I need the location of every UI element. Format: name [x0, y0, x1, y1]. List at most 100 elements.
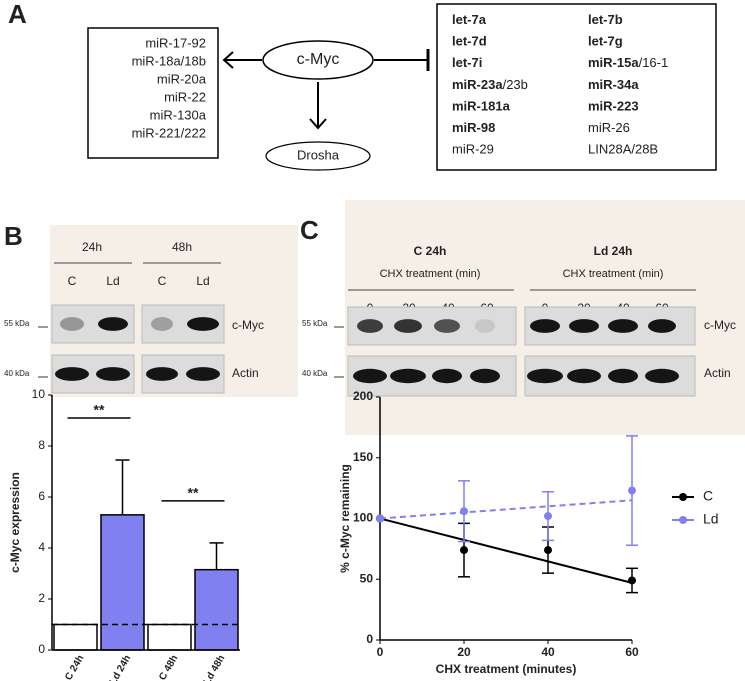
- legend-label: C: [703, 488, 713, 504]
- blot-band: [569, 319, 599, 333]
- error-bar: [209, 542, 224, 570]
- hub-label: c-Myc: [297, 51, 340, 68]
- repressed-mirna: miR-26: [588, 120, 630, 135]
- y-tick-label: 150: [353, 450, 373, 464]
- y-axis-label: c-Myc expression: [8, 472, 22, 573]
- repressed-mirna: miR-29: [452, 142, 494, 157]
- panel-label: B: [4, 221, 23, 251]
- normal-part: LIN28A/28B: [588, 142, 658, 157]
- size-marker: 55 kDa: [4, 319, 30, 328]
- y-tick-label: 200: [353, 389, 373, 403]
- data-point: [544, 546, 552, 555]
- bold-part: miR-23a: [452, 77, 503, 92]
- y-tick-label: 0: [38, 642, 45, 656]
- bar: [194, 568, 239, 651]
- blot-band: [434, 319, 460, 333]
- bold-part: miR-181a: [452, 99, 511, 114]
- activated-mirna: miR-17-92: [145, 35, 206, 50]
- trend-line: [379, 499, 633, 520]
- bold-part: let-7a: [452, 12, 487, 27]
- x-tick-label: 60: [625, 645, 639, 659]
- lane-label: C: [68, 274, 77, 288]
- data-point: [376, 514, 384, 523]
- group-label: Ld 24h: [594, 244, 633, 258]
- blot-band: [470, 368, 500, 384]
- blot-band: [648, 319, 676, 333]
- size-marker: 40 kDa: [302, 369, 328, 378]
- blot-band: [432, 368, 462, 384]
- activated-mirna: miR-221/222: [132, 125, 206, 140]
- x-tick-label: 40: [541, 645, 555, 659]
- data-point: [628, 486, 636, 495]
- repressed-mirna: LIN28A/28B: [588, 142, 658, 157]
- x-axis-label: CHX treatment (minutes): [436, 662, 577, 676]
- data-point: [460, 507, 468, 516]
- repressed-mirna: let-7b: [588, 12, 623, 27]
- blot-band: [353, 368, 387, 384]
- blot-band: [186, 367, 220, 381]
- activated-mirna: miR-20a: [157, 71, 207, 86]
- blot-band: [390, 368, 426, 384]
- lane-label: Ld: [196, 274, 209, 288]
- bold-part: let-7i: [452, 56, 482, 71]
- blot-band: [527, 368, 563, 384]
- blot-band: [530, 319, 560, 333]
- bar: [147, 623, 192, 651]
- group-label: C 24h: [414, 244, 447, 258]
- y-axis-label: % c-Myc remaining: [338, 464, 352, 573]
- protein-label: c-Myc: [232, 318, 264, 332]
- y-tick-label: 10: [32, 387, 46, 401]
- x-tick-label: 20: [457, 645, 471, 659]
- error-bar: [115, 459, 130, 515]
- blot-band: [55, 367, 89, 381]
- x-tick-label: Ld 48h: [202, 653, 228, 681]
- panel-label: C: [300, 215, 319, 245]
- normal-part: /23b: [503, 77, 528, 92]
- repressed-mirna: miR-181a: [452, 99, 511, 114]
- x-tick-label: C 24h: [63, 653, 86, 681]
- x-tick-label: Ld 24h: [108, 653, 134, 681]
- blot-band: [187, 317, 219, 331]
- repressed-mirna: let-7d: [452, 34, 487, 49]
- normal-part: /16-1: [639, 56, 669, 71]
- y-tick-label: 4: [38, 540, 45, 554]
- size-marker: 40 kDa: [4, 369, 30, 378]
- y-tick-label: 50: [360, 571, 374, 585]
- bold-part: miR-15a: [588, 56, 639, 71]
- y-tick-label: 100: [353, 511, 373, 525]
- blot-band: [357, 319, 383, 333]
- protein-label: Actin: [704, 366, 731, 380]
- repressed-mirna: let-7i: [452, 56, 482, 71]
- legend-label: Ld: [703, 511, 719, 527]
- activated-mirna: miR-130a: [150, 107, 207, 122]
- lane-label: C: [158, 274, 167, 288]
- treatment-label: CHX treatment (min): [563, 268, 664, 280]
- lane-label: Ld: [106, 274, 119, 288]
- panel-label: A: [8, 0, 27, 29]
- y-tick-label: 6: [38, 489, 45, 503]
- treatment-label: CHX treatment (min): [380, 268, 481, 280]
- repressed-mirna: let-7a: [452, 12, 487, 27]
- blot-band: [98, 317, 128, 331]
- bold-part: miR-223: [588, 99, 639, 114]
- blot-band: [96, 367, 130, 381]
- blot-band: [475, 319, 495, 333]
- data-point: [544, 512, 552, 521]
- blot-band: [567, 368, 601, 384]
- trend-line: [379, 517, 633, 584]
- blot-band: [146, 367, 178, 381]
- bar: [100, 514, 145, 651]
- x-tick-label: 0: [377, 645, 384, 659]
- legend-marker: [679, 516, 687, 524]
- repressed-box: [436, 3, 717, 171]
- bold-part: let-7d: [452, 34, 487, 49]
- bold-part: miR-98: [452, 120, 495, 135]
- blot-band: [151, 317, 173, 331]
- repressed-mirna: miR-15a/16-1: [588, 56, 668, 71]
- normal-part: miR-26: [588, 120, 630, 135]
- x-tick-label: C 48h: [157, 653, 180, 681]
- significance-label: **: [188, 485, 199, 501]
- blot-band: [394, 319, 422, 333]
- data-point: [628, 576, 636, 585]
